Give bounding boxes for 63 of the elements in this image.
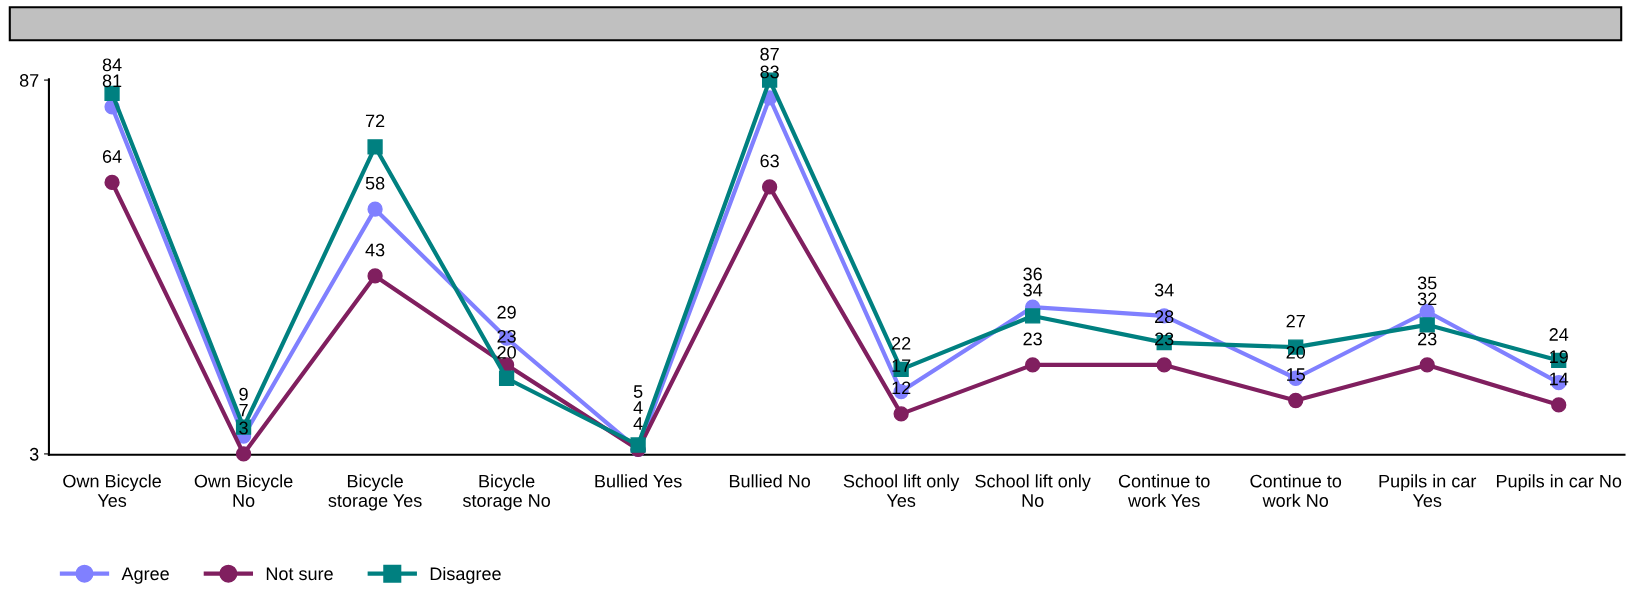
legend-label: Disagree [430,566,501,584]
x-tick-label: School lift only No [975,474,1091,507]
data-label: 34 [1023,283,1043,297]
data-label: 72 [365,114,385,128]
x-tick-label: Bullied No [729,474,811,488]
point [893,406,909,422]
x-tick-label: Continue to work No [1250,474,1342,507]
x-tick-label: Pupils in car No [1496,474,1622,492]
data-label: 58 [365,176,385,190]
x-tick-label: Pupils in car Yes [1379,474,1477,507]
data-label: 28 [1155,310,1174,324]
data-label: 14 [1550,372,1569,386]
point [1025,357,1041,373]
data-label: 81 [102,74,122,88]
x-tick-label: Own Bicycle Yes [63,474,161,507]
x-tick-label: Bullied Yes [595,474,682,488]
data-label: 35 [1417,276,1437,290]
data-label: 36 [1023,267,1042,281]
point [367,139,383,155]
x-tick-label: Bicycle storage Yes [328,474,422,511]
legend-label: Not sure [266,567,333,581]
data-label: 29 [497,305,516,319]
data-label: 22 [892,337,911,350]
data-label: 5 [633,385,643,398]
data-label: 23 [497,329,516,343]
data-label: 4 [633,401,643,414]
data-label: 20 [497,345,516,359]
point [498,370,515,386]
point [235,446,252,462]
x-tick-label: Bicycle storage No [462,474,551,511]
point [1156,357,1172,373]
point [1419,357,1435,373]
point [1288,392,1304,409]
point [1551,397,1567,413]
point [1025,308,1041,324]
point [104,174,120,191]
data-label: 3 [239,421,248,435]
data-label: 15 [1287,368,1305,381]
data-label: 32 [1417,292,1437,306]
data-label: 23 [1418,332,1437,346]
data-label: 12 [892,381,911,395]
data-label: 43 [365,243,385,257]
data-label: 84 [102,58,122,72]
data-label: 4 [633,417,643,430]
point [1419,317,1435,333]
data-label: 87 [760,47,779,61]
data-label: 63 [760,154,779,168]
x-tick-label: Own Bicycle No [194,474,293,507]
point [630,437,646,453]
data-label: 64 [102,150,122,163]
data-label: 34 [1154,283,1174,297]
data-label: 7 [239,403,248,417]
data-label: 27 [1286,314,1305,328]
point [761,179,778,195]
point [367,201,383,217]
legend-label: Agree [121,567,169,584]
x-tick-label: Continue to work Yes [1118,474,1210,507]
data-label: 9 [239,387,248,401]
data-label: 23 [1023,332,1042,346]
x-tick-label: School lift only Yes [843,474,960,507]
data-label: 23 [1155,332,1174,346]
data-label: 24 [1549,328,1569,341]
point [367,268,383,284]
